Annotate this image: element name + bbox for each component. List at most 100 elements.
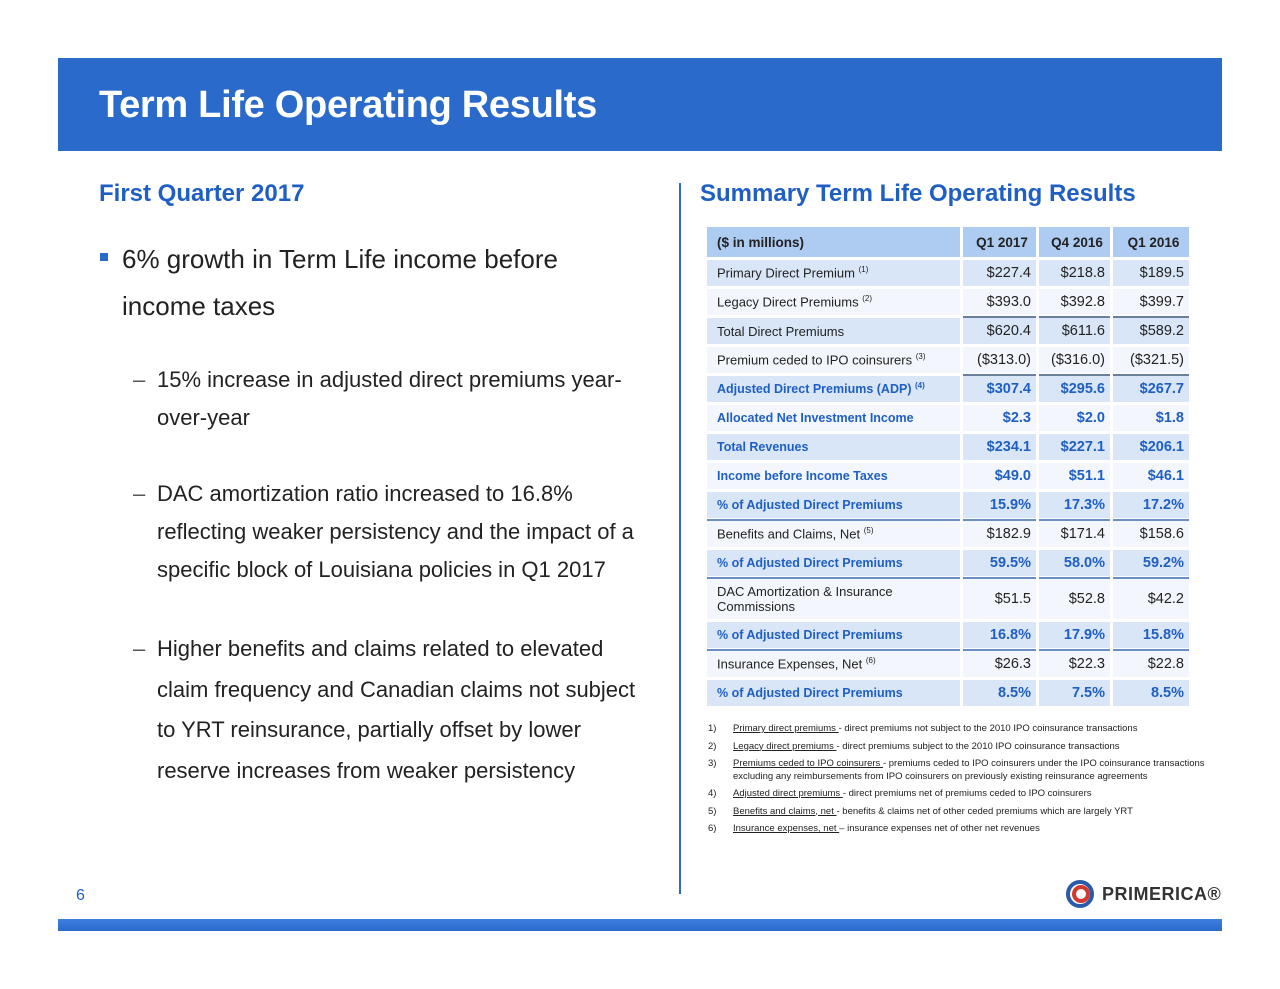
- header-cell: Q1 2016: [1113, 227, 1189, 257]
- row-label: Insurance Expenses, Net (6): [707, 651, 960, 677]
- footnote-ref: (1): [858, 265, 869, 275]
- table-row: Benefits and Claims, Net (5) $182.9 $171.4…: [707, 521, 1189, 547]
- footnote: 4) Adjusted direct premiums - direct prem…: [708, 788, 1092, 799]
- dash-bullet-icon: –: [133, 481, 146, 506]
- row-label: % of Adjusted Direct Premiums: [707, 680, 960, 706]
- value-cell: ($316.0): [1039, 347, 1110, 373]
- table-row: % of Adjusted Direct Premiums 8.5% 7.5% 8.5…: [707, 680, 1189, 706]
- value-cell: $49.0: [963, 463, 1036, 489]
- table-row: Premium ceded to IPO coinsurers (3) ($313…: [707, 347, 1189, 373]
- row-label: Adjusted Direct Premiums (ADP) (4): [707, 376, 960, 402]
- row-label: Total Revenues: [707, 434, 960, 460]
- value-cell: $189.5: [1113, 260, 1189, 286]
- table-row: % of Adjusted Direct Premiums 15.9% 17.3% 1…: [707, 492, 1189, 518]
- row-label: Total Direct Premiums: [707, 318, 960, 344]
- value-cell: ($313.0): [963, 347, 1036, 373]
- primerica-logo: PRIMERICA®: [1066, 880, 1221, 912]
- table-row: Insurance Expenses, Net (6) $26.3 $22.3 $22…: [707, 651, 1189, 677]
- header-cell: Q4 2016: [1039, 227, 1110, 257]
- footnote-ref: (5): [863, 526, 874, 536]
- footnote-ref: (6): [865, 656, 876, 666]
- value-cell: $182.9: [963, 521, 1036, 547]
- value-cell: 8.5%: [1113, 680, 1189, 706]
- table-row: % of Adjusted Direct Premiums 16.8% 17.9% 1…: [707, 622, 1189, 648]
- value-cell: $611.6: [1039, 318, 1110, 344]
- value-cell: $234.1: [963, 434, 1036, 460]
- value-cell: $218.8: [1039, 260, 1110, 286]
- dash-bullet-icon: –: [133, 636, 146, 661]
- summary-table: ($ in millions) Q1 2017 Q4 2016 Q1 2016 …: [704, 224, 1192, 709]
- value-cell: $22.3: [1039, 651, 1110, 677]
- table-row: Income before Income Taxes $49.0 $51.1 $46.…: [707, 463, 1189, 489]
- value-cell: 59.5%: [963, 550, 1036, 576]
- value-cell: 16.8%: [963, 622, 1036, 648]
- page-number: 6: [76, 887, 85, 904]
- header-cell: Q1 2017: [963, 227, 1036, 257]
- footer-bar: [58, 919, 1222, 931]
- footnote: 5) Benefits and claims, net - benefits & …: [708, 805, 1133, 817]
- value-cell: $2.0: [1039, 405, 1110, 431]
- right-section-title: Summary Term Life Operating Results: [700, 180, 1136, 207]
- value-cell: 8.5%: [963, 680, 1036, 706]
- table-row: Primary Direct Premium (1) $227.4 $218.8 $1…: [707, 260, 1189, 286]
- value-cell: $206.1: [1113, 434, 1189, 460]
- vertical-divider: [679, 183, 681, 894]
- main-bullet: 6% growth in Term Life income before inc…: [100, 236, 640, 330]
- value-cell: $2.3: [963, 405, 1036, 431]
- value-cell: $52.8: [1039, 579, 1110, 619]
- logo-mark-icon: [1066, 880, 1094, 908]
- footnote-ref: (2): [862, 294, 873, 304]
- value-cell: 59.2%: [1113, 550, 1189, 576]
- value-cell: 17.2%: [1113, 492, 1189, 518]
- value-cell: 17.3%: [1039, 492, 1110, 518]
- row-label: % of Adjusted Direct Premiums: [707, 622, 960, 648]
- sub-bullet: – DAC amortization ratio increased to 16…: [133, 475, 653, 589]
- value-cell: 15.9%: [963, 492, 1036, 518]
- sub-bullet: – Higher benefits and claims related to …: [133, 629, 653, 791]
- value-cell: $393.0: [963, 289, 1036, 315]
- footnote: 2) Legacy direct premiums - direct premiu…: [708, 740, 1120, 752]
- row-label: DAC Amortization & Insurance Commissions: [707, 579, 960, 619]
- value-cell: $51.5: [963, 579, 1036, 619]
- sub-bullet: – 15% increase in adjusted direct premiu…: [133, 361, 653, 437]
- value-cell: $42.2: [1113, 579, 1189, 619]
- footnote-ref: (4): [914, 381, 925, 391]
- table-row: Legacy Direct Premiums (2) $393.0 $392.8 $3…: [707, 289, 1189, 315]
- value-cell: $227.1: [1039, 434, 1110, 460]
- header-cell: ($ in millions): [707, 227, 960, 257]
- row-label: Premium ceded to IPO coinsurers (3): [707, 347, 960, 373]
- table-row: Total Direct Premiums $620.4 $611.6 $589.2: [707, 318, 1189, 344]
- value-cell: $307.4: [963, 376, 1036, 402]
- value-cell: $1.8: [1113, 405, 1189, 431]
- table-row: Allocated Net Investment Income $2.3 $2.0 $…: [707, 405, 1189, 431]
- value-cell: $171.4: [1039, 521, 1110, 547]
- row-label: Allocated Net Investment Income: [707, 405, 960, 431]
- value-cell: $227.4: [963, 260, 1036, 286]
- row-label: Income before Income Taxes: [707, 463, 960, 489]
- value-cell: 58.0%: [1039, 550, 1110, 576]
- value-cell: $620.4: [963, 318, 1036, 344]
- row-label: Benefits and Claims, Net (5): [707, 521, 960, 547]
- title-banner: Term Life Operating Results: [58, 58, 1222, 151]
- row-label: Legacy Direct Premiums (2): [707, 289, 960, 315]
- value-cell: 17.9%: [1039, 622, 1110, 648]
- table-header-row: ($ in millions) Q1 2017 Q4 2016 Q1 2016: [707, 227, 1189, 257]
- value-cell: ($321.5): [1113, 347, 1189, 373]
- row-label: % of Adjusted Direct Premiums: [707, 492, 960, 518]
- page-title: Term Life Operating Results: [99, 84, 597, 126]
- table-row: % of Adjusted Direct Premiums 59.5% 58.0% 5…: [707, 550, 1189, 576]
- footnote-ref: (3): [915, 352, 926, 362]
- value-cell: $589.2: [1113, 318, 1189, 344]
- value-cell: $22.8: [1113, 651, 1189, 677]
- row-label: % of Adjusted Direct Premiums: [707, 550, 960, 576]
- value-cell: $392.8: [1039, 289, 1110, 315]
- table-row: Adjusted Direct Premiums (ADP) (4) $307.4…: [707, 376, 1189, 402]
- footnote: 3) Premiums ceded to IPO coinsurers - pre…: [708, 758, 1205, 782]
- logo-mark-inner-icon: [1072, 885, 1090, 903]
- footnote: 1) Primary direct premiums - direct premi…: [708, 723, 1138, 734]
- left-section-title: First Quarter 2017: [99, 180, 305, 207]
- value-cell: $267.7: [1113, 376, 1189, 402]
- value-cell: 7.5%: [1039, 680, 1110, 706]
- value-cell: 15.8%: [1113, 622, 1189, 648]
- row-label: Primary Direct Premium (1): [707, 260, 960, 286]
